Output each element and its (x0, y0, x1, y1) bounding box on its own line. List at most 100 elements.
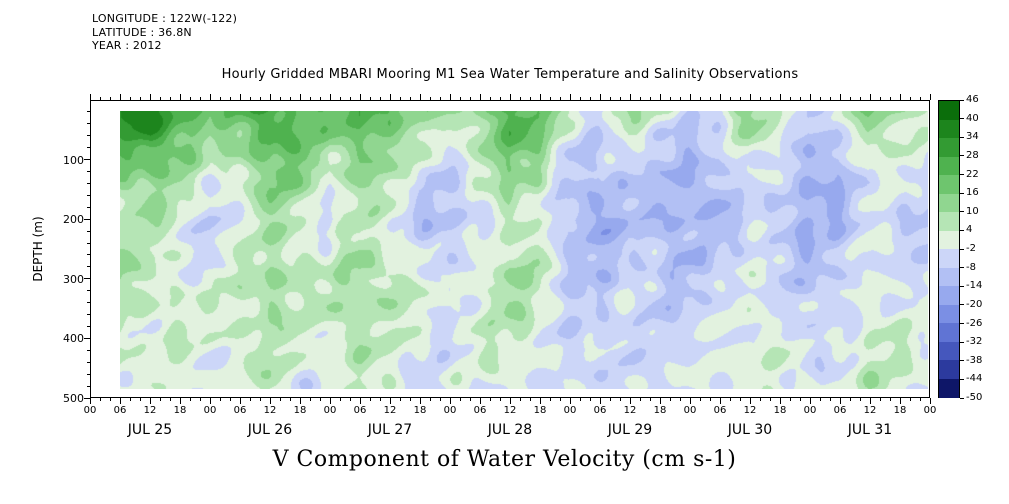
y-tick (87, 302, 90, 304)
x-tick-label: 18 (653, 405, 667, 416)
x-tick-label: 06 (833, 405, 847, 416)
x-tick-top (659, 94, 661, 100)
x-tick-top (889, 97, 891, 100)
x-tick-top (629, 94, 631, 100)
colorbar-tick (960, 229, 964, 231)
y-tick (87, 314, 90, 316)
x-tick-top (649, 97, 651, 100)
colorbar-label: 34 (966, 131, 979, 143)
x-tick-top (229, 97, 231, 100)
x-tick (449, 398, 451, 404)
x-tick-top (359, 94, 361, 100)
x-tick-top (639, 97, 641, 100)
colorbar-segment (939, 138, 959, 158)
x-tick (579, 398, 581, 401)
header-longitude: LONGITUDE : 122W(-122) (92, 12, 238, 25)
x-tick (549, 398, 551, 401)
x-tick-top (139, 97, 141, 100)
colorbar-tick (960, 211, 964, 213)
x-tick-label: 12 (743, 405, 757, 416)
x-tick (849, 398, 851, 401)
x-tick (589, 398, 591, 401)
x-tick (629, 398, 631, 404)
colorbar-label: -20 (966, 298, 983, 310)
x-tick (739, 398, 741, 401)
x-tick (349, 398, 351, 401)
x-tick-top (429, 97, 431, 100)
x-tick-top (669, 97, 671, 100)
colorbar-segment (939, 230, 959, 250)
x-tick (559, 398, 561, 401)
x-tick (309, 398, 311, 401)
x-tick (319, 398, 321, 401)
x-tick-top (599, 94, 601, 100)
x-tick-label: 06 (353, 405, 367, 416)
x-tick-label: 00 (443, 405, 457, 416)
x-tick (749, 398, 751, 404)
header-year: YEAR : 2012 (92, 39, 162, 52)
x-day-label: JUL 27 (367, 422, 413, 438)
x-tick-top (479, 94, 481, 100)
x-tick-label: 12 (383, 405, 397, 416)
x-tick (669, 398, 671, 401)
x-tick-label: 12 (263, 405, 277, 416)
x-tick (389, 398, 391, 404)
y-tick-label: 300 (63, 272, 84, 286)
x-tick-label: 00 (683, 405, 697, 416)
y-tick-label: 100 (63, 153, 84, 167)
x-tick-top (289, 97, 291, 100)
x-tick (209, 398, 211, 404)
y-tick (87, 171, 90, 173)
x-tick (89, 398, 91, 404)
x-tick (159, 398, 161, 401)
x-tick-top (309, 97, 311, 100)
x-tick-label: 18 (533, 405, 547, 416)
colorbar-tick (960, 360, 964, 362)
x-tick-top (609, 97, 611, 100)
x-day-label: JUL 25 (127, 422, 173, 438)
x-tick (719, 398, 721, 404)
x-tick-top (239, 94, 241, 100)
colorbar-label: 46 (966, 94, 979, 105)
x-tick-top (809, 94, 811, 100)
x-tick (709, 398, 711, 401)
colorbar-tick (960, 323, 964, 324)
x-tick-top (259, 97, 261, 100)
y-tick (84, 278, 90, 280)
header-info: LONGITUDE : 122W(-122) LATITUDE : 36.8N … (92, 12, 237, 53)
x-tick-top (759, 97, 761, 100)
y-tick (87, 147, 90, 149)
x-tick-label: 00 (203, 405, 217, 416)
y-tick (87, 325, 90, 327)
colorbar-segment (939, 286, 959, 306)
x-tick (799, 398, 801, 401)
x-tick (379, 398, 381, 401)
x-tick (919, 398, 921, 401)
x-tick-top (779, 94, 781, 100)
colorbar-label: -14 (966, 280, 983, 292)
x-tick-top (509, 94, 511, 100)
colorbar-tick (960, 192, 964, 194)
x-tick (729, 398, 731, 401)
x-tick (509, 398, 511, 404)
colorbar-label: -26 (966, 317, 983, 329)
colorbar-segment (939, 101, 959, 121)
x-tick (879, 398, 881, 401)
x-tick-top (689, 94, 691, 100)
x-tick-top (489, 97, 491, 100)
colorbar-tick (960, 155, 964, 157)
x-tick-top (919, 97, 921, 100)
x-tick-top (719, 94, 721, 100)
chart-title: Hourly Gridded MBARI Mooring M1 Sea Wate… (221, 67, 799, 82)
x-tick-top (389, 94, 391, 100)
x-tick-label: 06 (593, 405, 607, 416)
y-tick (87, 349, 90, 351)
x-tick-top (439, 97, 441, 100)
x-tick-top (319, 97, 321, 100)
x-tick-label: 18 (293, 405, 307, 416)
y-tick (84, 397, 90, 399)
colorbar-tick (960, 99, 964, 101)
x-tick-label: 12 (863, 405, 877, 416)
x-tick-top (299, 94, 301, 100)
x-tick-top (519, 97, 521, 100)
